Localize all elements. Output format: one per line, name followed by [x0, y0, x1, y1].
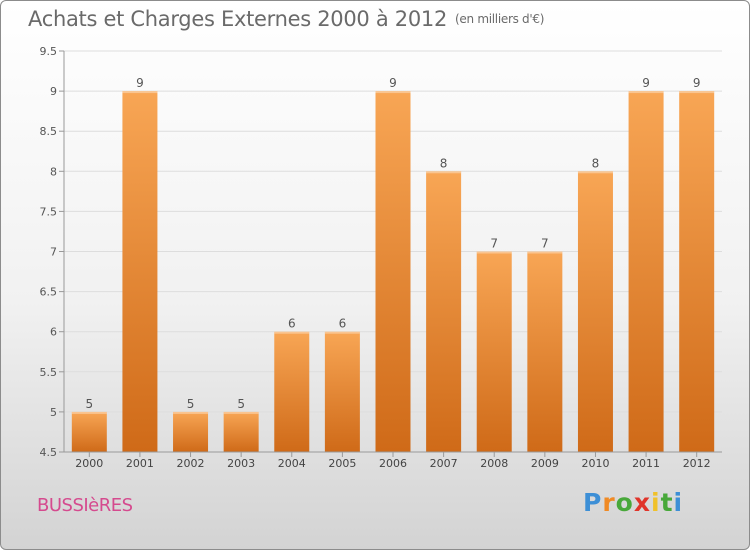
bar	[274, 331, 310, 452]
bar	[577, 171, 613, 453]
x-tick-label: 2001	[126, 457, 154, 470]
bar	[476, 251, 512, 452]
logo-letter: x	[633, 488, 651, 517]
chart-title: Achats et Charges Externes 2000 à 2012 (e…	[28, 7, 544, 31]
bar-highlight	[375, 91, 411, 94]
bar-value-label: 8	[440, 156, 448, 170]
bar	[324, 331, 360, 452]
bar-value-label: 7	[541, 237, 549, 251]
x-tick-label: 2010	[581, 457, 609, 470]
bar-highlight	[223, 411, 259, 414]
logo-letter: t	[660, 488, 674, 517]
logo-letter: o	[615, 488, 634, 517]
y-tick-label: 7	[50, 246, 57, 259]
logo-letter: i	[651, 488, 661, 517]
bar	[122, 91, 158, 452]
x-tick-label: 2004	[278, 457, 306, 470]
y-tick-label: 9.5	[40, 45, 58, 58]
logo-letter: i	[673, 488, 684, 517]
bar-highlight	[324, 331, 360, 334]
bar-highlight	[527, 251, 563, 254]
bar	[628, 91, 664, 452]
bar-highlight	[577, 171, 613, 174]
proxiti-logo: Proxiti	[583, 488, 683, 517]
x-tick-label: 2012	[683, 457, 711, 470]
bar	[223, 411, 259, 452]
bar-value-label: 5	[187, 397, 195, 411]
bar-highlight	[274, 331, 310, 334]
bars	[71, 91, 715, 453]
bar-value-label: 6	[288, 317, 296, 331]
y-tick-label: 5	[50, 406, 57, 419]
y-tick-label: 6	[50, 326, 57, 339]
bar	[173, 411, 209, 452]
bar-highlight	[173, 411, 209, 414]
x-tick-label: 2009	[531, 457, 559, 470]
bar-highlight	[426, 171, 462, 174]
bar-value-label: 9	[389, 76, 397, 90]
y-tick-label: 9	[50, 85, 57, 98]
logo-letter: P	[583, 488, 603, 517]
y-tick-label: 7.5	[40, 205, 58, 218]
chart-subtitle: (en milliers d'€)	[455, 12, 545, 26]
bar-value-label: 7	[490, 237, 498, 251]
x-tick-label: 2002	[177, 457, 205, 470]
town-name: BUSSIèRES	[37, 495, 133, 516]
bar	[527, 251, 563, 452]
bar-value-label: 5	[85, 397, 93, 411]
bar-highlight	[122, 91, 158, 94]
x-tick-label: 2000	[75, 457, 103, 470]
bar	[679, 91, 715, 452]
bar	[426, 171, 462, 453]
bar-value-label: 9	[693, 76, 701, 90]
x-tick-label: 2008	[480, 457, 508, 470]
axes: 4.5 5 5.5 6 6.5 7 7.5 8 8.5 9 9.5 5 2000 9 2001 5 2002 5 2…	[40, 45, 722, 470]
bar-highlight	[476, 251, 512, 254]
y-tick-label: 8.5	[40, 125, 58, 138]
bar-value-label: 6	[339, 317, 347, 331]
bar-value-label: 9	[642, 76, 650, 90]
y-tick-label: 8	[50, 165, 57, 178]
logo-letter: r	[602, 488, 616, 517]
y-tick-label: 5.5	[40, 366, 58, 379]
bar	[375, 91, 411, 452]
bar-value-label: 5	[237, 397, 245, 411]
y-tick-label: 4.5	[40, 446, 58, 459]
y-tick-label: 6.5	[40, 286, 58, 299]
x-tick-label: 2003	[227, 457, 255, 470]
x-tick-label: 2007	[430, 457, 458, 470]
bar-value-label: 9	[136, 76, 144, 90]
bar-highlight	[679, 91, 715, 94]
chart-title-text: Achats et Charges Externes 2000 à 2012	[28, 7, 448, 31]
x-tick-label: 2011	[632, 457, 660, 470]
bar-highlight	[628, 91, 664, 94]
bar-value-label: 8	[592, 156, 600, 170]
x-tick-label: 2005	[328, 457, 356, 470]
x-tick-label: 2006	[379, 457, 407, 470]
bar	[71, 411, 107, 452]
bar-highlight	[71, 411, 107, 414]
